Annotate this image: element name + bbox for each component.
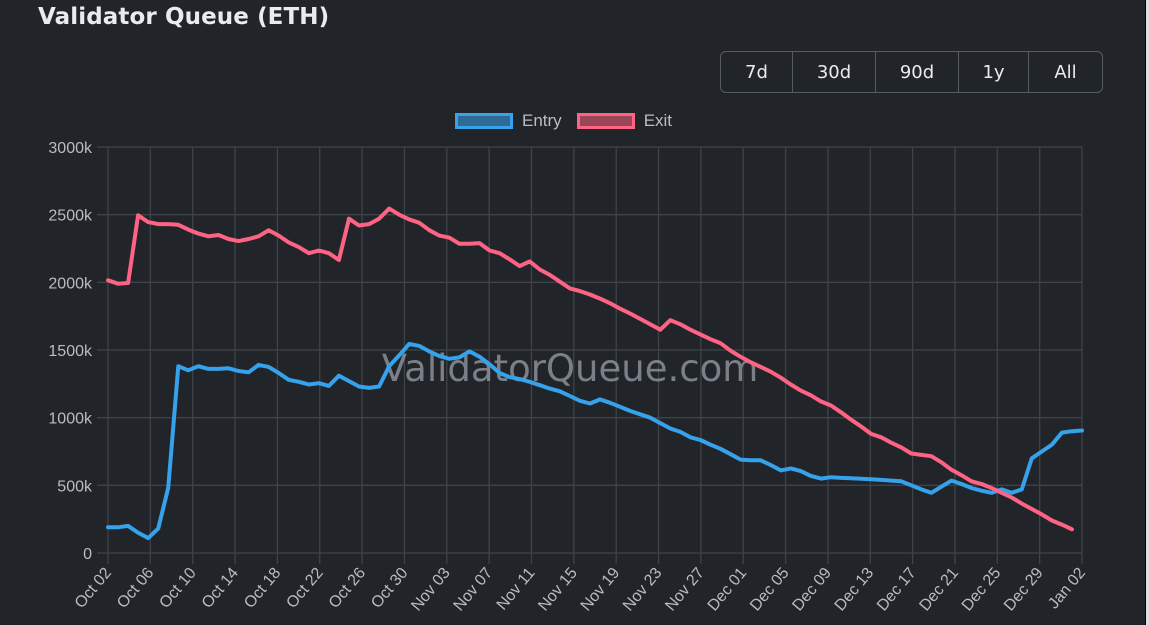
x-tick-label: Oct 18	[241, 565, 284, 612]
window-edge	[1145, 0, 1149, 625]
x-tick-label: Nov 15	[535, 565, 581, 615]
x-tick-label: Oct 26	[326, 565, 369, 612]
y-tick-label: 0	[83, 546, 92, 563]
legend-label-exit: Exit	[643, 111, 673, 130]
y-tick-label: 500k	[57, 478, 93, 495]
x-tick-label: Dec 01	[705, 565, 751, 615]
y-axis: 0 500k 1000k 1500k 2000k 2500k 3000k	[48, 140, 93, 563]
x-tick-label: Oct 14	[199, 565, 242, 612]
watermark: ValidatorQueue.com	[382, 347, 759, 390]
x-tick-label: Dec 09	[789, 565, 835, 615]
x-tick-label: Nov 07	[451, 565, 497, 615]
exit-swatch-icon	[576, 113, 635, 129]
y-tick-label: 1500k	[48, 343, 93, 360]
x-tick-label: Jan 02	[1045, 565, 1089, 613]
chart-series	[106, 206, 1084, 541]
y-tick-label: 1000k	[48, 411, 93, 428]
x-tick-label: Oct 10	[156, 565, 199, 612]
page-title: Validator Queue (ETH)	[38, 4, 330, 30]
y-tick-label: 2500k	[48, 208, 93, 225]
chart-legend: Entry Exit	[455, 111, 687, 131]
time-range-selector: 7d 30d 90d 1y All	[720, 51, 1103, 93]
x-tick-label: Dec 05	[747, 565, 793, 615]
x-tick-label: Oct 06	[114, 565, 157, 612]
x-tick-label: Nov 23	[620, 565, 666, 615]
x-tick-label: Oct 02	[72, 565, 115, 612]
x-tick-label: Nov 27	[662, 565, 708, 615]
x-tick-label: Dec 29	[1001, 565, 1047, 615]
range-30d-button[interactable]: 30d	[793, 52, 876, 92]
entry-swatch-icon	[455, 113, 513, 129]
x-tick-label: Dec 21	[916, 565, 962, 615]
range-all-button[interactable]: All	[1029, 52, 1102, 92]
legend-label-entry: Entry	[522, 111, 562, 130]
chart-grid	[97, 146, 1083, 564]
legend-item-exit[interactable]: Exit	[576, 111, 673, 131]
range-90d-button[interactable]: 90d	[876, 52, 959, 92]
x-tick-label: Nov 03	[408, 565, 454, 615]
x-tick-label: Dec 13	[832, 565, 878, 615]
range-7d-button[interactable]: 7d	[721, 52, 793, 92]
series-exit-line[interactable]	[106, 206, 1074, 532]
x-axis: Oct 02 Oct 06 Oct 10 Oct 14 Oct 18 Oct 22 Oct …	[72, 565, 1089, 615]
y-tick-label: 3000k	[48, 140, 93, 157]
x-tick-label: Oct 30	[368, 565, 411, 612]
x-tick-label: Oct 22	[283, 565, 326, 612]
range-1y-button[interactable]: 1y	[959, 52, 1029, 92]
series-entry-line[interactable]	[106, 341, 1084, 541]
x-tick-label: Dec 17	[874, 565, 920, 615]
x-tick-label: Nov 19	[578, 565, 624, 615]
legend-item-entry[interactable]: Entry	[455, 111, 562, 131]
x-tick-label: Dec 25	[959, 565, 1005, 615]
y-tick-label: 2000k	[48, 275, 93, 292]
x-tick-label: Nov 11	[494, 565, 539, 614]
